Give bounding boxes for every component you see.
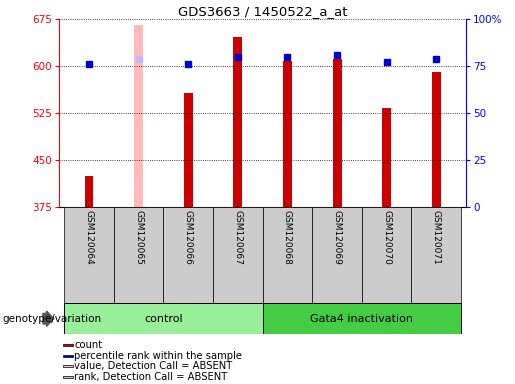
Bar: [283, 61, 292, 207]
Text: GSM120070: GSM120070: [382, 210, 391, 265]
Text: GSM120071: GSM120071: [432, 210, 441, 265]
Bar: [432, 72, 441, 207]
Bar: [333, 60, 341, 207]
Bar: [312, 207, 362, 303]
Text: GSM120064: GSM120064: [84, 210, 94, 265]
Bar: [362, 207, 411, 303]
Text: Gata4 inactivation: Gata4 inactivation: [311, 314, 414, 324]
Text: GSM120068: GSM120068: [283, 210, 292, 265]
Bar: [382, 108, 391, 207]
Bar: [263, 303, 461, 334]
Text: GSM120069: GSM120069: [333, 210, 341, 265]
Bar: [63, 365, 73, 367]
Text: GSM120067: GSM120067: [233, 210, 243, 265]
Text: value, Detection Call = ABSENT: value, Detection Call = ABSENT: [74, 361, 232, 371]
Title: GDS3663 / 1450522_a_at: GDS3663 / 1450522_a_at: [178, 5, 348, 18]
Bar: [64, 207, 114, 303]
Bar: [63, 376, 73, 378]
Bar: [233, 37, 242, 207]
Text: control: control: [144, 314, 183, 324]
Text: genotype/variation: genotype/variation: [3, 314, 101, 324]
Text: GSM120065: GSM120065: [134, 210, 143, 265]
Bar: [213, 207, 263, 303]
Bar: [114, 207, 163, 303]
Bar: [63, 354, 73, 357]
Bar: [64, 303, 263, 334]
Bar: [263, 207, 312, 303]
Text: GSM120066: GSM120066: [184, 210, 193, 265]
Bar: [163, 207, 213, 303]
Text: count: count: [74, 340, 102, 350]
Text: rank, Detection Call = ABSENT: rank, Detection Call = ABSENT: [74, 372, 227, 382]
Bar: [411, 207, 461, 303]
Bar: [184, 93, 193, 207]
FancyArrow shape: [43, 311, 54, 326]
Bar: [63, 344, 73, 346]
Bar: [134, 25, 143, 207]
Text: percentile rank within the sample: percentile rank within the sample: [74, 351, 242, 361]
Bar: [84, 176, 93, 207]
